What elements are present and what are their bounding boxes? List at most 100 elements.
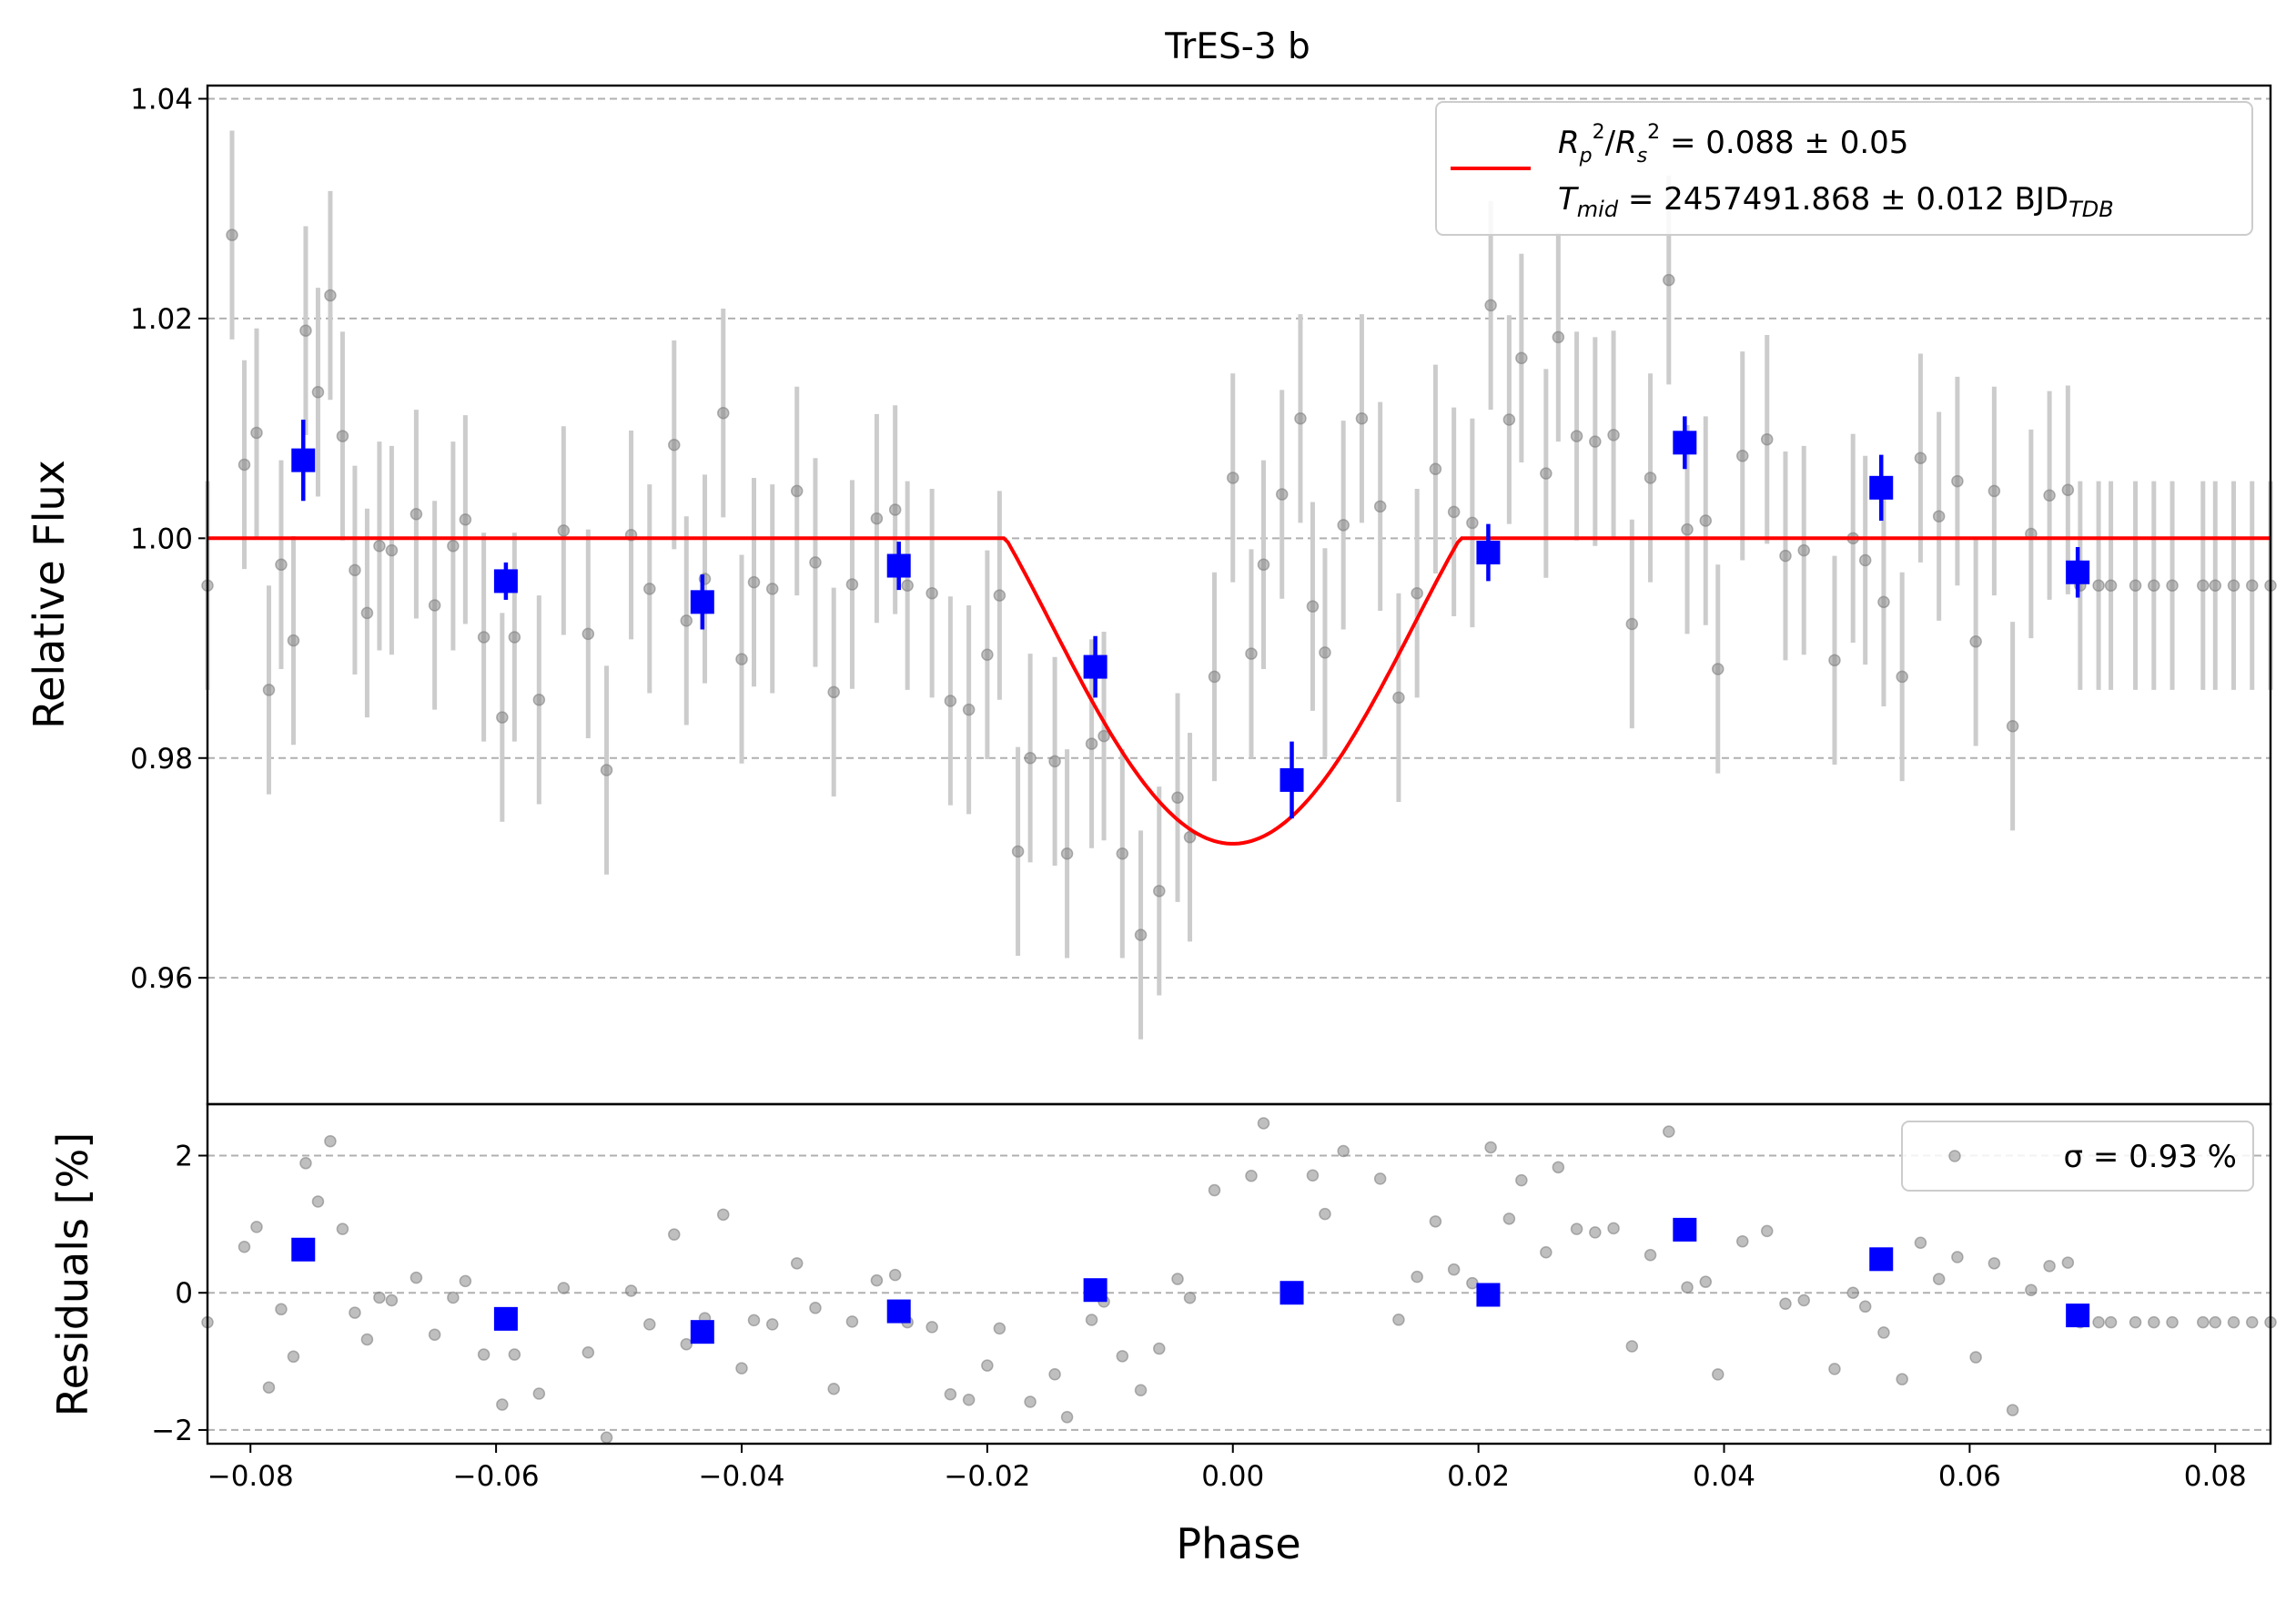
residual-point [324, 1134, 337, 1148]
residual-point [2043, 1260, 2056, 1273]
raw-point [1373, 500, 1387, 513]
binned-residual [1476, 1283, 1501, 1307]
residual-point [1306, 1169, 1320, 1182]
raw-point [747, 575, 761, 589]
residual-point [1392, 1314, 1405, 1326]
raw-point [1392, 691, 1405, 705]
residual-point [1245, 1169, 1258, 1182]
binned-point [291, 448, 316, 472]
residual-point [1257, 1117, 1270, 1130]
residual-point [1914, 1236, 1927, 1249]
raw-point [1951, 474, 1964, 488]
residual-point [336, 1223, 349, 1235]
raw-point [1116, 847, 1129, 860]
residual-point [2246, 1315, 2259, 1329]
residual-point [1429, 1215, 1442, 1228]
residual-point [360, 1333, 374, 1346]
residual-point [1663, 1125, 1675, 1138]
xtick-label: −0.02 [944, 1460, 1030, 1493]
residual-point [2092, 1315, 2105, 1329]
raw-point [557, 524, 571, 537]
residual-point [311, 1195, 325, 1208]
bottom-legend: σ = 0.93 % [1901, 1121, 2254, 1192]
x-ticks: −0.08 −0.06 −0.04 −0.02 0.00 0.02 0.04 0.06 0.08 [207, 1444, 2247, 1493]
residual-point [1625, 1340, 1639, 1353]
top-legend-box [1435, 101, 2253, 236]
residual-point [1896, 1373, 1908, 1385]
residual-point [1951, 1251, 1964, 1263]
top-panel-frame [206, 84, 2272, 1106]
raw-point [1644, 472, 1657, 484]
residual-point [459, 1274, 472, 1288]
raw-point [2166, 579, 2179, 592]
binned-residual [1083, 1278, 1108, 1303]
bottom-ylabel: Residuals [%] [48, 1132, 97, 1416]
raw-point [1484, 299, 1497, 312]
top-binned-points [291, 416, 2090, 819]
bottom-ytick-label: −2 [151, 1415, 193, 1447]
residual-point [925, 1321, 938, 1334]
residual-point [1644, 1249, 1657, 1262]
top-raw-points [201, 130, 2277, 1040]
binned-residual [1279, 1281, 1304, 1305]
binned-point [886, 553, 911, 578]
xtick-label: −0.04 [698, 1460, 784, 1493]
binned-residual [291, 1237, 316, 1262]
residual-point [2209, 1315, 2222, 1329]
residual-point [1797, 1294, 1810, 1307]
residual-point [888, 1268, 902, 1282]
binned-point [2066, 560, 2090, 584]
residual-point [1447, 1263, 1461, 1276]
legend-sigma-text: σ = 0.93 % [2064, 1139, 2237, 1175]
raw-point [2129, 579, 2142, 592]
raw-point [1969, 635, 1982, 648]
bottom-raw-residuals [201, 1117, 2277, 1444]
xtick-label: 0.00 [1201, 1460, 1264, 1493]
raw-point [226, 228, 238, 241]
raw-point [1429, 462, 1442, 476]
bottom-binned-residuals [291, 1217, 2090, 1344]
bottom-panel-frame [206, 1102, 2272, 1446]
raw-point [1502, 413, 1516, 426]
binned-residual [1869, 1247, 1894, 1272]
residual-point [1828, 1363, 1841, 1375]
raw-point [643, 583, 656, 595]
bottom-y-ticks: −2 0 2 [151, 1141, 207, 1447]
residual-point [809, 1302, 822, 1314]
residual-point [1589, 1226, 1602, 1239]
residual-point [1858, 1300, 1872, 1314]
residual-point [624, 1284, 638, 1297]
light-curve-panel: 0.96 0.98 1.00 1.02 1.04 Relative Flux Rp2/R… [25, 83, 2277, 1106]
residual-point [1319, 1207, 1331, 1221]
residual-point [275, 1303, 288, 1316]
raw-point [1540, 467, 1553, 480]
raw-point [680, 614, 693, 627]
residual-point [582, 1346, 595, 1359]
raw-point [1411, 586, 1423, 600]
raw-point [1227, 472, 1239, 484]
residual-point [1208, 1183, 1221, 1197]
residual-point [250, 1221, 263, 1233]
residual-point [1411, 1270, 1423, 1283]
residual-point [1502, 1212, 1516, 1225]
raw-point [2209, 579, 2222, 592]
raw-point [765, 583, 779, 595]
raw-point [1663, 273, 1675, 287]
raw-point [1319, 646, 1331, 659]
binned-point [1083, 654, 1108, 679]
raw-point [1294, 412, 1307, 425]
xtick-label: 0.06 [1938, 1460, 2001, 1493]
binned-residual [493, 1306, 518, 1331]
residual-point [1171, 1273, 1184, 1285]
raw-point [1589, 435, 1602, 448]
binned-residual [690, 1320, 714, 1344]
residual-point [477, 1348, 491, 1361]
raw-point [299, 324, 312, 337]
raw-point [428, 599, 441, 612]
legend-rp-rs-text: Rp2/Rs2 = 0.088 ± 0.05 [1558, 121, 1908, 167]
raw-point [1760, 432, 1774, 446]
residual-point [1540, 1246, 1553, 1259]
residual-point [1699, 1275, 1713, 1288]
residual-point [1932, 1273, 1946, 1285]
xtick-label: 0.08 [2184, 1460, 2247, 1493]
